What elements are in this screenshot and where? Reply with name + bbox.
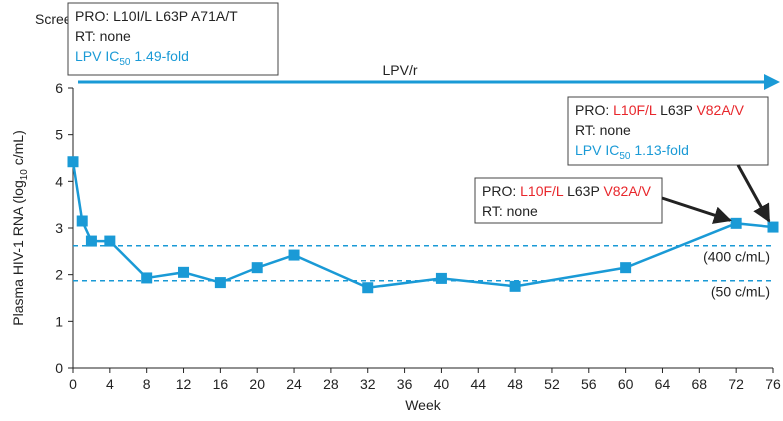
x-tick-label: 32 — [360, 376, 376, 392]
x-tick-label: 48 — [507, 376, 523, 392]
reference-label: (50 c/mL) — [711, 284, 770, 300]
text-segment: PRO: — [482, 183, 520, 199]
x-tick-label: 56 — [581, 376, 597, 392]
x-tick-label: 76 — [765, 376, 781, 392]
annotation-line: PRO: L10F/L L63P V82A/V — [482, 183, 652, 199]
data-point — [767, 221, 779, 233]
annotation-line: PRO: L10F/L L63P V82A/V — [575, 102, 745, 118]
annotation-box — [567, 96, 769, 166]
text-segment: 50 — [119, 57, 131, 68]
x-tick-label: 64 — [655, 376, 671, 392]
text-segment: V82A/V — [603, 183, 651, 199]
x-axis-label: Week — [405, 397, 442, 413]
text-segment: RT: none — [75, 28, 131, 44]
text-segment: LPV IC — [75, 48, 119, 64]
data-point — [288, 249, 300, 261]
data-point — [178, 266, 190, 278]
text-segment: Plasma HIV-1 RNA (log — [10, 180, 26, 326]
annotation-arrow — [661, 196, 732, 224]
y-tick-label: 5 — [55, 127, 63, 143]
x-tick-label: 68 — [692, 376, 708, 392]
x-tick-label: 72 — [728, 376, 744, 392]
x-tick-label: 16 — [213, 376, 229, 392]
treatment-label: LPV/r — [382, 62, 417, 78]
y-tick-label: 3 — [55, 220, 63, 236]
text-segment: RT: none — [482, 203, 538, 219]
annotation-line: LPV IC50 1.13-fold — [575, 142, 689, 162]
text-segment: L63P — [563, 183, 603, 199]
data-point — [435, 272, 447, 284]
x-tick-label: 8 — [143, 376, 151, 392]
text-segment: L10F/L — [613, 102, 657, 118]
x-tick-label: 36 — [397, 376, 413, 392]
x-tick-label: 28 — [323, 376, 339, 392]
x-tick-label: 40 — [434, 376, 450, 392]
text-segment: LPV IC — [575, 142, 619, 158]
x-tick-label: 24 — [286, 376, 302, 392]
data-point — [76, 215, 88, 227]
x-tick-label: 12 — [176, 376, 192, 392]
data-point — [730, 217, 742, 229]
y-tick-label: 6 — [55, 80, 63, 96]
data-point — [362, 282, 374, 294]
y-axis-label: Plasma HIV-1 RNA (log10 c/mL) — [10, 130, 30, 326]
series-line — [71, 161, 774, 290]
x-tick-label: 4 — [106, 376, 114, 392]
treatment-arrowhead — [764, 74, 780, 90]
x-tick-label: 60 — [618, 376, 634, 392]
reference-label: (400 c/mL) — [703, 249, 770, 265]
text-segment: L63P — [656, 102, 696, 118]
data-point — [214, 277, 226, 289]
x-tick-label: 20 — [249, 376, 265, 392]
text-segment: V82A/V — [696, 102, 744, 118]
annotation-box — [474, 177, 663, 224]
x-tick-label: 0 — [69, 376, 77, 392]
x-tick-label: 52 — [544, 376, 560, 392]
data-point — [67, 156, 79, 168]
data-point — [509, 280, 521, 292]
annotation-line: RT: none — [482, 203, 538, 219]
data-point — [104, 235, 116, 247]
annotation-line: RT: none — [75, 28, 131, 44]
annotation-box — [67, 2, 279, 76]
text-segment: RT: none — [575, 122, 631, 138]
text-segment: 50 — [619, 151, 631, 162]
data-point — [251, 262, 263, 274]
y-tick-label: 1 — [55, 313, 63, 329]
annotation-line: PRO: L10I/L L63P A71A/T — [75, 8, 238, 24]
text-segment: PRO: L10I/L L63P A71A/T — [75, 8, 238, 24]
text-segment: PRO: — [575, 102, 613, 118]
text-segment: 1.49-fold — [130, 48, 188, 64]
data-point — [141, 272, 153, 284]
annotation-line: LPV IC50 1.49-fold — [75, 48, 189, 68]
text-segment: 1.13-fold — [630, 142, 688, 158]
data-point — [620, 262, 632, 274]
y-tick-label: 2 — [55, 267, 63, 283]
y-tick-label: 0 — [55, 360, 63, 376]
x-tick-label: 44 — [470, 376, 486, 392]
y-tick-label: 4 — [55, 173, 63, 189]
text-segment: 10 — [19, 169, 30, 181]
annotation-arrow — [736, 164, 771, 223]
annotation-line: RT: none — [575, 122, 631, 138]
text-segment: L10F/L — [520, 183, 564, 199]
text-segment: c/mL) — [10, 130, 26, 169]
data-point — [85, 235, 97, 247]
